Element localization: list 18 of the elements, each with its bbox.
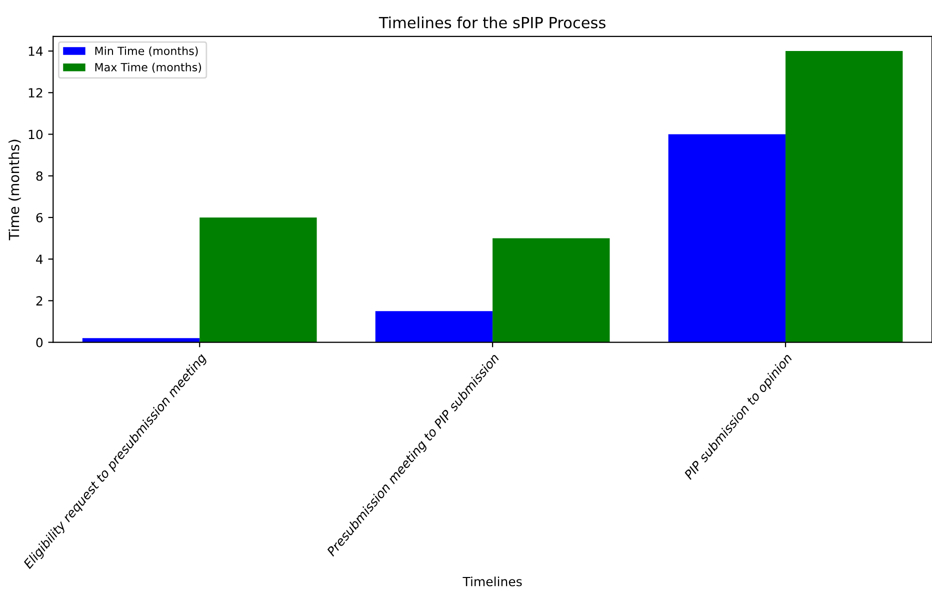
- bar: [786, 51, 903, 342]
- x-axis-title: Timelines: [462, 576, 522, 586]
- y-tick-label: 12: [28, 88, 42, 98]
- y-tick-label: 10: [28, 130, 43, 140]
- y-tick-label: 6: [36, 212, 43, 222]
- bar: [492, 238, 610, 342]
- y-tick-label: 2: [36, 296, 42, 306]
- chart-title: Timelines for the sPIP Process: [378, 16, 606, 28]
- y-tick-label: 14: [28, 46, 43, 56]
- legend-label: Max Time (months): [95, 62, 202, 73]
- bar: [668, 134, 786, 342]
- bar: [375, 311, 493, 342]
- y-tick-label: 8: [36, 171, 43, 181]
- legend-label: Min Time (months): [95, 46, 198, 56]
- y-tick-label: 4: [36, 254, 43, 264]
- bar: [200, 217, 317, 342]
- y-axis-title: Time (months): [8, 140, 21, 240]
- y-tick-label: 0: [36, 338, 43, 348]
